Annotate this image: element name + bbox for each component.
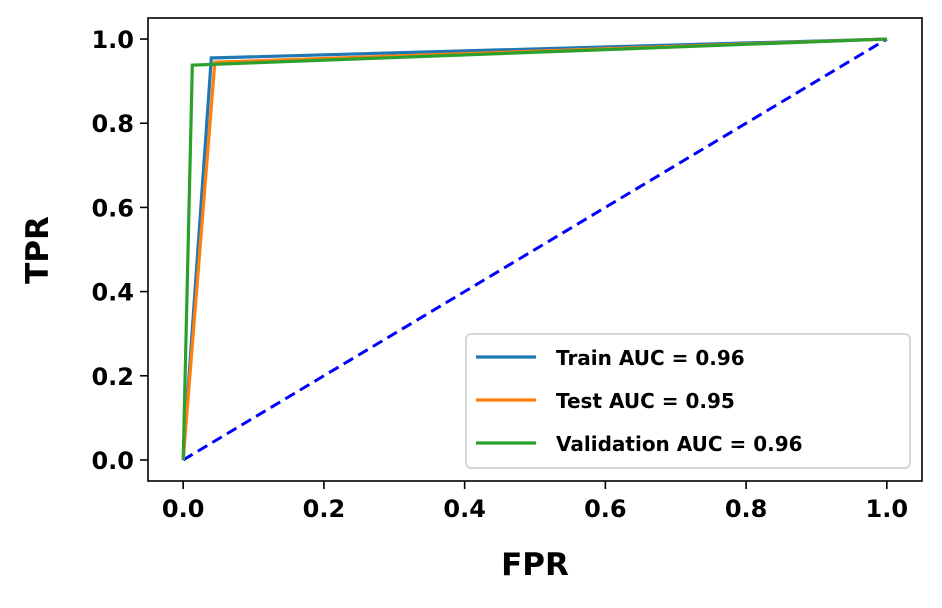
axis-ticks: 0.0 0.2 0.4 0.6 0.8 1.0 0.0 0.2 0.4 0.6 0.8 1.0 — [91, 26, 908, 523]
y-tick-label: 0.4 — [91, 279, 134, 307]
y-tick-label: 0.8 — [91, 110, 134, 138]
chance-diagonal-line — [182, 37, 888, 462]
axes-frame — [147, 17, 923, 482]
validation-roc-line — [181, 37, 887, 460]
x-tick-label: 0.6 — [584, 495, 627, 523]
x-tick-label: 0.8 — [725, 495, 768, 523]
validation-legend-label: Validation AUC = 0.96 — [556, 432, 803, 456]
legend: Train AUC = 0.96 Test AUC = 0.95 Validatio… — [465, 333, 911, 469]
y-axis-title: TPR — [20, 216, 56, 284]
y-tick-label: 0.0 — [91, 447, 134, 475]
x-tick-label: 1.0 — [866, 495, 909, 523]
x-tick-label: 0.0 — [162, 495, 205, 523]
y-tick-label: 1.0 — [91, 26, 134, 54]
y-tick-label: 0.6 — [91, 194, 134, 222]
train-legend-label: Train AUC = 0.96 — [556, 346, 745, 370]
x-tick-label: 0.4 — [443, 495, 486, 523]
y-tick-label: 0.2 — [91, 363, 134, 391]
plot-area — [147, 17, 923, 482]
test-legend-label: Test AUC = 0.95 — [556, 389, 735, 413]
x-tick-label: 0.2 — [303, 495, 346, 523]
x-axis-title: FPR — [501, 547, 569, 583]
legend-box — [465, 333, 911, 469]
